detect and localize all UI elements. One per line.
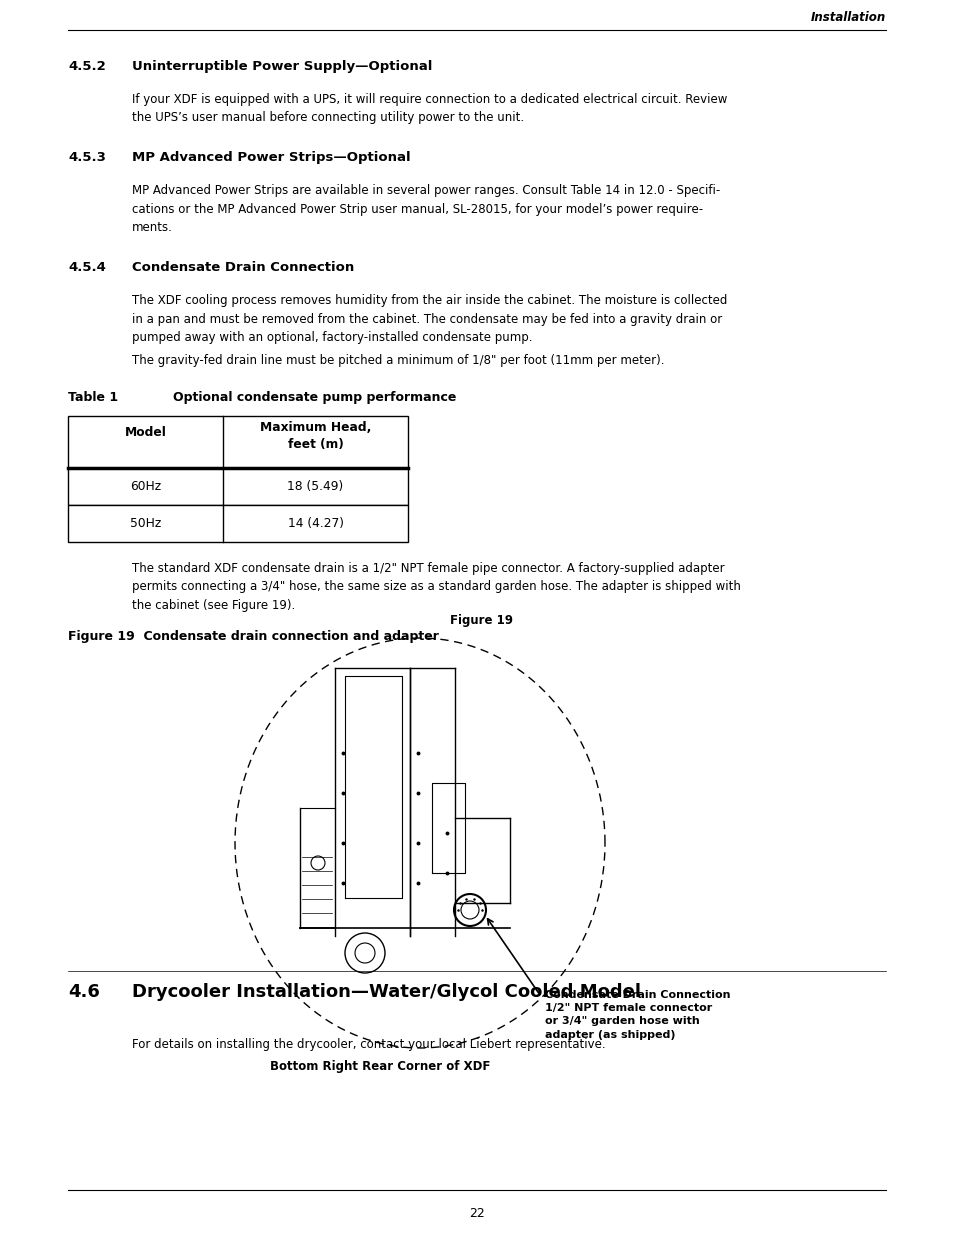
Text: Bottom Right Rear Corner of XDF: Bottom Right Rear Corner of XDF [270,1060,490,1073]
Text: Figure 19  Condensate drain connection and adapter: Figure 19 Condensate drain connection an… [68,630,438,643]
Text: Figure 19: Figure 19 [450,614,513,627]
Bar [68,468,408,505]
Text: 4.5.3: 4.5.3 [68,151,106,164]
Text: Condensate Drain Connection
1/2" NPT female connector
or 3/4" garden hose with
a: Condensate Drain Connection 1/2" NPT fem… [544,990,730,1040]
Text: If your XDF is equipped with a UPS, it will require connection to a dedicated el: If your XDF is equipped with a UPS, it w… [132,93,726,125]
Text: 22: 22 [469,1207,484,1220]
Text: The gravity-fed drain line must be pitched a minimum of 1/8" per foot (11mm per : The gravity-fed drain line must be pitch… [132,354,664,367]
Text: The standard XDF condensate drain is a 1/2" NPT female pipe connector. A factory: The standard XDF condensate drain is a 1… [132,562,740,613]
Bar [68,505,408,542]
Text: Condensate Drain Connection: Condensate Drain Connection [132,261,354,274]
Text: Uninterruptible Power Supply—Optional: Uninterruptible Power Supply—Optional [132,61,432,73]
Text: Model: Model [125,426,166,438]
Text: 4.5.4: 4.5.4 [68,261,106,274]
Text: MP Advanced Power Strips—Optional: MP Advanced Power Strips—Optional [132,151,410,164]
Text: The XDF cooling process removes humidity from the air inside the cabinet. The mo: The XDF cooling process removes humidity… [132,294,726,345]
Text: 14 (4.27): 14 (4.27) [287,517,343,530]
Text: Table 1: Table 1 [68,391,118,404]
Text: 4.6: 4.6 [68,983,100,1002]
Text: MP Advanced Power Strips are available in several power ranges. Consult Table 14: MP Advanced Power Strips are available i… [132,184,720,233]
Text: 50Hz: 50Hz [130,517,161,530]
Text: Installation: Installation [810,11,885,23]
Text: 4.5.2: 4.5.2 [68,61,106,73]
Bar [68,416,408,468]
Text: For details on installing the drycooler, contact your local Liebert representati: For details on installing the drycooler,… [132,1037,605,1051]
Text: 18 (5.49): 18 (5.49) [287,480,343,493]
Text: Maximum Head,
feet (m): Maximum Head, feet (m) [259,421,371,451]
Text: Optional condensate pump performance: Optional condensate pump performance [172,391,456,404]
Text: Drycooler Installation—Water/Glycol Cooled Model: Drycooler Installation—Water/Glycol Cool… [132,983,640,1002]
Text: 60Hz: 60Hz [130,480,161,493]
